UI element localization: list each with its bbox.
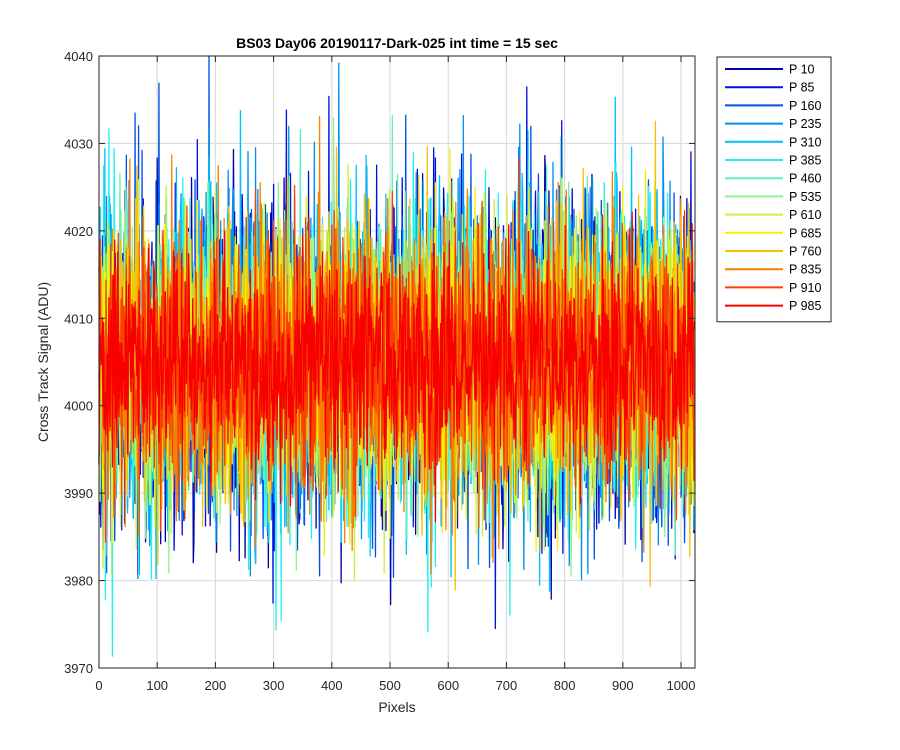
y-tick-label: 4040 [64,49,93,64]
legend-label: P 10 [789,63,815,77]
legend-box [716,56,832,323]
x-tick-label: 200 [205,678,227,693]
chart-title: BS03 Day06 20190117-Dark-025 int time = … [236,35,558,51]
x-axis-title: Pixels [378,699,415,715]
x-tick-label: 1000 [667,678,696,693]
x-tick-label: 500 [379,678,401,693]
series-line [98,211,696,523]
x-tick-label: 700 [496,678,518,693]
legend-label: P 85 [789,81,815,95]
legend-label: P 760 [789,245,821,259]
x-tick-label: 600 [437,678,459,693]
x-tick-label: 300 [263,678,285,693]
legend-label: P 460 [789,172,821,186]
y-tick-label: 3970 [64,661,93,676]
series-lines [98,55,696,657]
y-tick-label: 4010 [64,311,93,326]
legend-label: P 685 [789,226,821,240]
y-tick-label: 4020 [64,224,93,239]
legend-label: P 235 [789,117,821,131]
x-tick-label: 400 [321,678,343,693]
y-tick-label: 4030 [64,136,93,151]
legend-label: P 910 [789,281,821,295]
legend-label: P 610 [789,208,821,222]
y-axis-title: Cross Track Signal (ADU) [35,282,51,442]
legend-label: P 385 [789,154,821,168]
legend: P 10 P 85 P 160 P 235 P 310 P 385 P 460 P 535 P … [716,56,832,323]
x-tick-label: 900 [612,678,634,693]
legend-label: P 985 [789,299,821,313]
x-tick-label: 800 [554,678,576,693]
legend-label: P 835 [789,263,821,277]
x-tick-label: 0 [95,678,102,693]
ticks: 0 100 200 300 400 500 600 700 800 900 1000 3970 3980… [64,49,695,693]
legend-label: P 535 [789,190,821,204]
legend-label: P 310 [789,135,821,149]
y-tick-label: 3990 [64,486,93,501]
x-tick-label: 100 [146,678,168,693]
plot-frame [98,55,696,669]
legend-label: P 160 [789,99,821,113]
y-tick-label: 4000 [64,399,93,414]
y-tick-label: 3980 [64,574,93,589]
